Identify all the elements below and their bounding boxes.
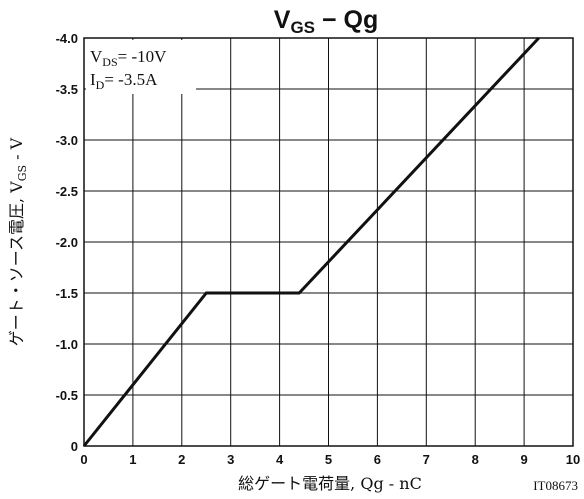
condition-vds: VDS= -10V (90, 47, 167, 69)
y-tick-label: -2.5 (56, 184, 78, 199)
condition-vds-sub: DS (102, 55, 117, 69)
y-tick-label: -2.0 (56, 235, 78, 250)
x-axis-label: 総ゲート電荷量, Qg - nC (238, 474, 422, 493)
y-axis-label: ゲート・ソース電圧, VGS - V (7, 137, 29, 346)
x-tick-label: 5 (325, 452, 332, 467)
conditions-box (86, 40, 196, 94)
condition-id-rest: = -3.5A (104, 70, 158, 89)
x-tick-label: 8 (472, 452, 479, 467)
y-tick-label: -3.0 (56, 133, 78, 148)
x-tick-label: 9 (520, 452, 527, 467)
y-axis-label-post: - V (7, 137, 26, 165)
condition-vds-main: V (90, 47, 103, 66)
y-tick-labels: 0 -0.5 -1.0 -1.5 -2.0 -2.5 -3.0 -3.5 -4.0 (56, 31, 78, 454)
series-line (82, 36, 540, 447)
x-tick-label: 3 (227, 452, 234, 467)
y-tick-label: -3.5 (56, 82, 78, 97)
condition-vds-rest: = -10V (118, 47, 167, 66)
chart-title-rest: − Qg (315, 6, 378, 34)
y-tick-label: 0 (71, 439, 78, 454)
grid (84, 38, 573, 446)
condition-id-sub: D (96, 78, 105, 92)
condition-id: ID= -3.5A (90, 70, 158, 92)
chart-title-main: V (274, 6, 291, 34)
x-tick-label: 4 (276, 452, 284, 467)
chart-title: VGS − Qg (274, 6, 378, 37)
figure-code: IT08673 (533, 478, 578, 493)
x-tick-labels: 0 1 2 3 4 5 6 7 8 9 10 (80, 452, 580, 467)
x-tick-label: 0 (80, 452, 87, 467)
x-tick-label: 6 (374, 452, 381, 467)
condition-id-main: I (90, 70, 96, 89)
y-tick-label: -1.0 (56, 337, 78, 352)
x-tick-label: 2 (178, 452, 185, 467)
x-tick-label: 7 (423, 452, 430, 467)
y-axis-label-pre: ゲート・ソース電圧, V (7, 181, 26, 346)
chart-title-sub: GS (290, 18, 315, 37)
y-tick-label: -1.5 (56, 286, 78, 301)
y-tick-label: -4.0 (56, 31, 78, 46)
x-tick-label: 1 (129, 452, 136, 467)
y-axis-label-sub: GS (16, 165, 29, 181)
x-tick-label: 10 (566, 452, 580, 467)
y-tick-label: -0.5 (56, 388, 78, 403)
